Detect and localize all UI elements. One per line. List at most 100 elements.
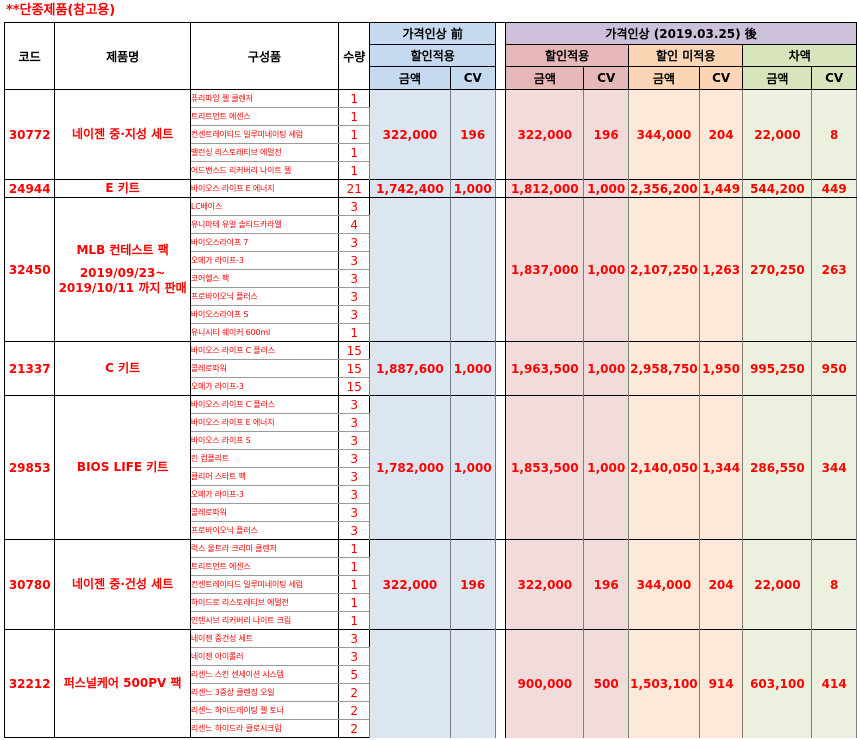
component-quantity: 1 [338,143,371,162]
component-name: 네이젠 아이롤러 [189,647,340,666]
component-name: 네이젠 중건성 세트 [189,629,340,648]
header-nodisc-cv: CV [698,66,744,90]
component-name: 리센느 스킨 센세이션 시스템 [189,665,340,684]
component-name: 퓨리파잉 젤 클렌저 [189,89,340,108]
table-row: 오메가 라이프-3 3 [5,485,857,504]
diff-amount: 603,100 [742,629,813,738]
component-name: 바이오스 라이프 E 에너지 [189,413,340,432]
table-row: 프로바이오닉 플러스 3 [5,287,857,306]
component-name: 프로바이오닉 플러스 [189,521,340,540]
nodisc-amount: 344,000 [627,539,700,630]
component-name: 바이오스 라이프 E 에너지 [189,179,340,198]
product-code: 30780 [3,539,56,630]
table-row: 컨센트레이티드 일루미네이팅 세럼 1 [5,125,857,144]
diff-cv: 8 [811,539,857,630]
component-quantity: 15 [338,359,371,378]
before-amount: 1,887,600 [369,341,451,396]
table-row: 30772 네이젠 중·지성 세트 퓨리파잉 젤 클렌저 1 322,000 196 322… [3,89,857,180]
component-quantity: 3 [338,305,371,324]
component-name: 오메가 라이프-3 [189,485,340,504]
product-name-gap [56,258,189,266]
component-quantity: 5 [338,665,371,684]
product-code: 24944 [3,179,56,198]
after-amount: 1,963,500 [505,341,585,396]
nodisc-cv: 1,449 [698,179,744,198]
product-code: 32450 [3,197,56,342]
diff-amount: 544,200 [742,179,813,198]
table-row: 콜레로파워 3 [5,503,857,522]
after-cv: 500 [583,629,629,738]
component-quantity: 3 [338,287,371,306]
after-cv: 1,000 [583,395,629,540]
header-spacer [495,22,506,90]
component-name: 클리어 스타트 팩 [189,467,340,486]
component-quantity: 15 [338,341,371,360]
table-row: 오메가 라이프-3 15 [5,377,857,396]
component-name: 리센느 3중상 클렌징 오일 [189,683,340,702]
component-quantity: 1 [338,107,371,126]
after-amount: 1,853,500 [505,395,585,540]
nodisc-cv: 204 [698,89,744,180]
component-quantity: 1 [338,611,371,630]
product-name: 네이젠 중·지성 세트 [54,89,191,180]
product-name-line: MLB 컨테스트 팩 [76,243,169,257]
header-after-discount: 할인적용 [505,44,629,67]
product-code: 29853 [3,395,56,540]
spacer-cell [494,629,507,738]
header-diff-amount: 금액 [742,66,813,90]
component-quantity: 3 [338,251,371,270]
header-product-name: 제품명 [54,22,191,90]
component-quantity: 4 [338,215,371,234]
header-row-2: 할인적용 할인적용 할인 미적용 차액 [5,44,857,67]
after-cv: 196 [583,89,629,180]
nodisc-amount: 2,356,200 [627,179,700,198]
diff-cv: 449 [811,179,857,198]
component-name: 리센느 하이드레이팅 젤 토너 [189,701,340,720]
product-name-line: BIOS LIFE 키트 [76,460,169,474]
component-quantity: 1 [338,593,371,612]
nodisc-cv: 204 [698,539,744,630]
component-name: 트리트먼트 에센스 [189,107,340,126]
nodisc-cv: 1,344 [698,395,744,540]
diff-cv: 414 [811,629,857,738]
after-amount: 1,837,000 [505,197,585,342]
nodisc-amount: 344,000 [627,89,700,180]
component-name: 프로바이오닉 플러스 [189,287,340,306]
header-before-amount: 금액 [369,66,451,90]
table-row: 린 컴플리트 3 [5,449,857,468]
component-quantity: 3 [338,395,371,414]
header-difference: 차액 [742,44,857,67]
component-quantity: 3 [338,431,371,450]
spacer-cell [494,179,507,198]
before-cv [449,629,496,738]
before-cv: 196 [449,539,496,630]
header-after-increase: 가격인상 (2019.03.25) 後 [505,22,857,45]
component-name: 컨센트레이티드 일루미네이팅 세럼 [189,125,340,144]
component-name: 밸런싱 리스토레티브 에멀전 [189,143,340,162]
diff-cv: 263 [811,197,857,342]
nodisc-cv: 1,263 [698,197,744,342]
header-row-3: 금액 CV 금액 CV 금액 CV 금액 CV [5,66,857,90]
component-quantity: 3 [338,521,371,540]
table-row: 컨센트레이티드 일루미네이팅 세럼 1 [5,575,857,594]
table-row: 콜레로파워 15 [5,359,857,378]
after-amount: 900,000 [505,629,585,738]
component-quantity: 1 [338,323,371,342]
diff-amount: 22,000 [742,539,813,630]
after-cv: 1,000 [583,197,629,342]
header-code: 코드 [3,22,56,90]
table-row: 리센느 3중상 클렌징 오일 2 [5,683,857,702]
discontinued-products-table: 코드 제품명 구성품 수량 가격인상 前 가격인상 (2019.03.25) 後… [3,22,857,738]
product-name: BIOS LIFE 키트 [54,395,191,540]
product-name-line: C 키트 [105,361,141,375]
before-amount: 322,000 [369,89,451,180]
component-quantity: 2 [338,701,371,720]
nodisc-cv: 1,950 [698,341,744,396]
before-cv: 1,000 [449,179,496,198]
table-row: 바이오스 라이프 E 에너지 3 [5,413,857,432]
component-name: 럭스 울트라 크리미 클렌저 [189,539,340,558]
component-name: 유니시티 쉐이커 600ml [189,323,340,342]
diff-amount: 286,550 [742,395,813,540]
component-quantity: 3 [338,629,371,648]
spacer-cell [494,395,507,540]
